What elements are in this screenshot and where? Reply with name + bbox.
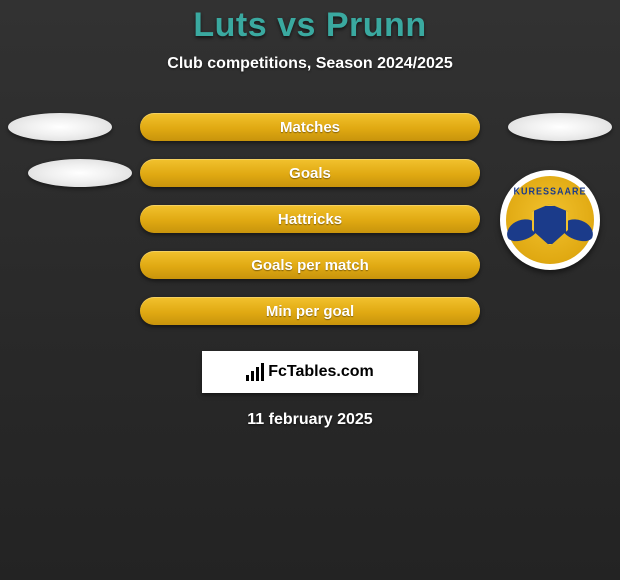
branding-box: FcTables.com [202,351,418,393]
right-value-ellipse [508,113,612,141]
left-slot [0,159,140,187]
left-value-ellipse [8,113,112,141]
branding-label: FcTables.com [268,363,374,381]
stat-bar: Goals per match [140,251,480,279]
stat-bar-label: Goals per match [251,257,369,274]
date-text: 11 february 2025 [0,411,620,429]
comparison-card: Luts vs Prunn Club competitions, Season … [0,0,620,429]
left-slot [0,113,140,141]
stat-row: Matches [0,113,620,141]
crest-inner: KURESSAARE [506,176,594,264]
stat-bar: Matches [140,113,480,141]
stat-bar-label: Goals [289,165,331,182]
stat-bar-label: Min per goal [266,303,354,320]
stat-bar-label: Matches [280,119,340,136]
stat-bar: Min per goal [140,297,480,325]
stat-bar: Goals [140,159,480,187]
fctables-logo-icon [246,363,264,381]
stat-bar: Hattricks [140,205,480,233]
stat-bar-label: Hattricks [278,211,342,228]
subtitle: Club competitions, Season 2024/2025 [0,55,620,73]
page-title: Luts vs Prunn [0,6,620,45]
crest-band-text: KURESSAARE [506,186,594,197]
left-value-ellipse [28,159,132,187]
right-club-crest: KURESSAARE [500,170,600,270]
right-slot [480,113,620,141]
stat-row: Min per goal [0,297,620,325]
